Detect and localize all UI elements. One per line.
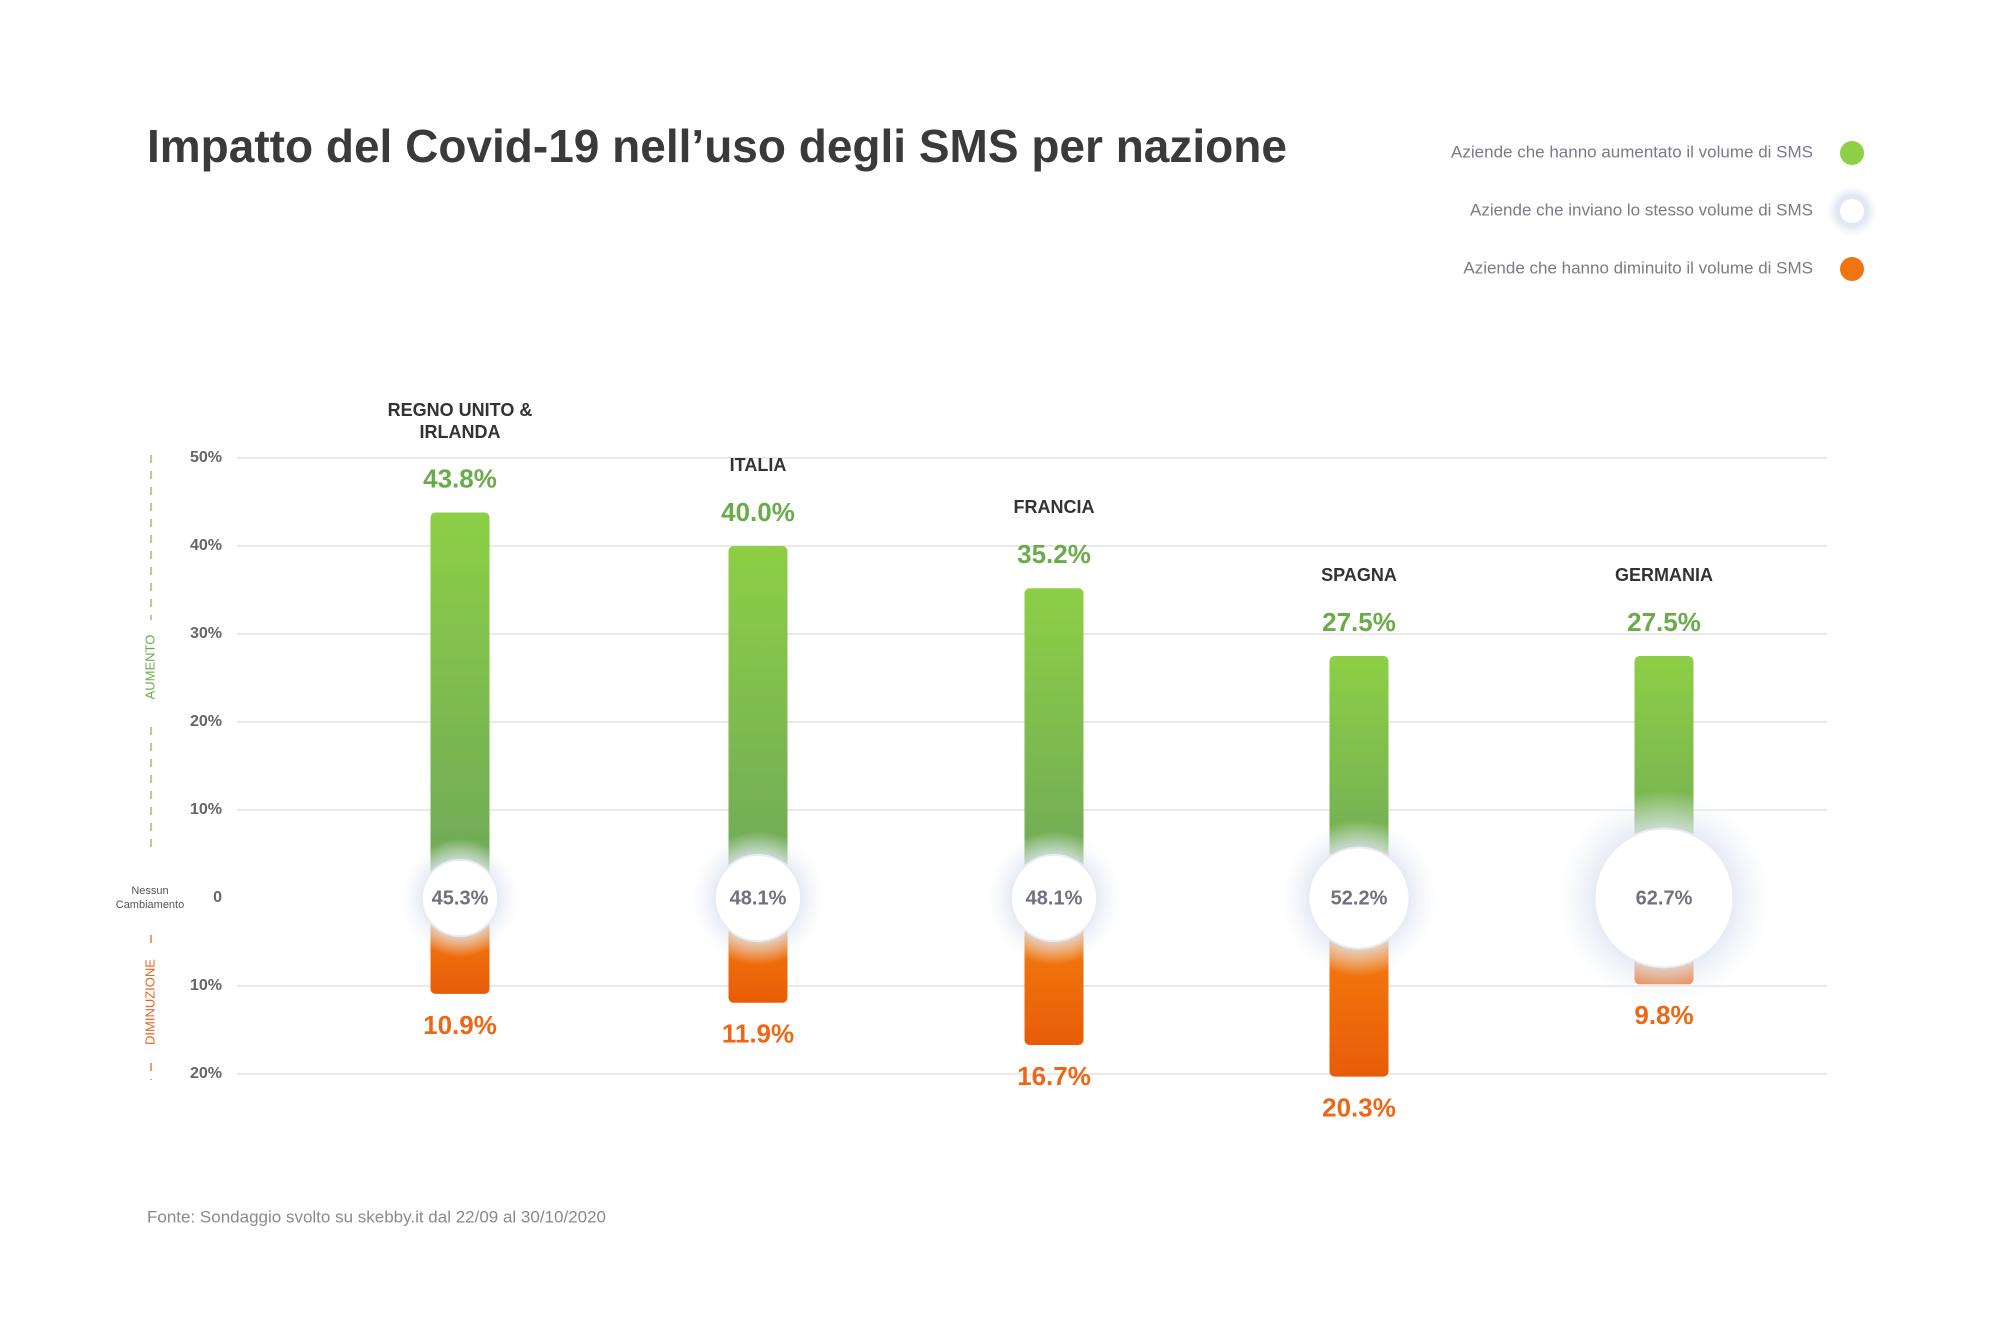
- y-tick-label: 20%: [190, 713, 222, 730]
- value-label: 20.3%: [1322, 1093, 1396, 1123]
- chart-title: Impatto del Covid-19 nell’uso degli SMS …: [147, 120, 1287, 172]
- category-label: FRANCIA: [1013, 497, 1095, 518]
- category-label: REGNO UNITO & IRLANDA: [387, 399, 533, 442]
- circle-same: [420, 858, 500, 938]
- source: Fonte: Sondaggio svolto su skebby.it dal…: [147, 1207, 606, 1226]
- category-label: GERMANIA: [1615, 565, 1713, 585]
- y-tick-label: 10%: [190, 977, 222, 994]
- value-label: 43.8%: [423, 463, 497, 493]
- circle-same: [713, 853, 803, 943]
- y-tick-label: 40%: [190, 537, 222, 554]
- legend-swatch: [1840, 257, 1864, 281]
- value-label: 16.7%: [1017, 1061, 1091, 1091]
- bar-increase: [1024, 588, 1084, 898]
- axis-label: AUMENTO: [142, 635, 157, 700]
- y-tick-label: 0: [213, 889, 222, 906]
- value-label: 45.3%: [432, 887, 489, 909]
- value-label: 52.2%: [1331, 887, 1388, 909]
- legend-label: Aziende che hanno aumentato il volume di…: [1451, 142, 1813, 161]
- y-tick-label: 10%: [190, 801, 222, 818]
- value-label: 48.1%: [730, 887, 787, 909]
- legend-swatch: [1840, 141, 1864, 165]
- value-label: 10.9%: [423, 1010, 497, 1040]
- axis-label: DIMINUZIONE: [142, 959, 157, 1045]
- value-label: 27.5%: [1322, 607, 1396, 637]
- y-tick-label: 20%: [190, 1065, 222, 1082]
- circle-same: [1593, 827, 1735, 969]
- circle-same: [1009, 853, 1099, 943]
- axis-label: Nessun Cambiamento: [115, 885, 185, 911]
- value-label: 9.8%: [1634, 1000, 1693, 1030]
- value-label: 48.1%: [1026, 887, 1083, 909]
- axis-label-bg: [140, 620, 162, 720]
- category-label: ITALIA: [729, 455, 787, 475]
- value-label: 35.2%: [1017, 539, 1091, 569]
- bar-increase: [728, 546, 788, 898]
- category-label: SPAGNA: [1321, 565, 1397, 585]
- value-label: 62.7%: [1636, 887, 1693, 909]
- legend-label: Aziende che hanno diminuito il volume di…: [1463, 258, 1813, 277]
- bar-increase: [430, 512, 490, 898]
- y-tick-label: 50%: [190, 449, 222, 466]
- axis-label-bg: [140, 950, 162, 1060]
- legend-label: Aziende che inviano lo stesso volume di …: [1470, 200, 1813, 219]
- value-label: 40.0%: [721, 497, 795, 527]
- legend-swatch: [1840, 199, 1864, 223]
- value-label: 11.9%: [722, 1019, 794, 1049]
- value-label: 27.5%: [1627, 607, 1701, 637]
- y-tick-label: 30%: [190, 625, 222, 642]
- circle-same: [1307, 846, 1411, 950]
